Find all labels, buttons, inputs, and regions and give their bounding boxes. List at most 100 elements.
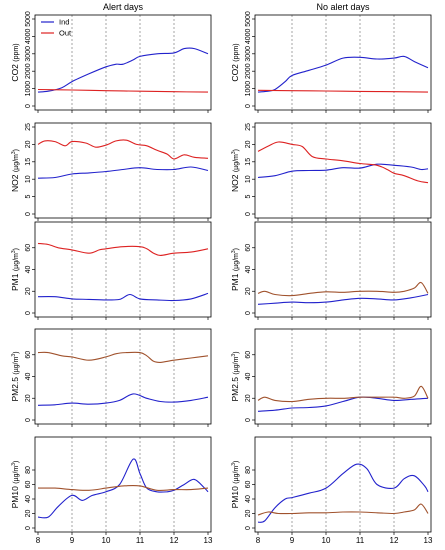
series-line-ind: [257, 163, 429, 179]
y-tick-label: 60: [25, 244, 32, 252]
panel-pm25-no-alert: 0 20 40 60 PM2.5 (µg/m3): [230, 328, 432, 427]
series-line-ind: [257, 55, 429, 93]
y-tick-label: 3000: [245, 46, 252, 62]
column-title-left: Alert days: [103, 2, 144, 12]
panel-pm10-alert: 0 20 40 60 80 8 9 10 11 12 13 PM10 (µg/m3): [10, 436, 213, 545]
x-tick-label: 10: [102, 536, 111, 545]
y-axis-label: NO2 (µg/m3): [10, 149, 20, 192]
series-line-ind: [257, 463, 429, 523]
series-line-out: [257, 281, 429, 297]
series-line-out: [257, 503, 429, 516]
x-tick-label: 9: [70, 536, 75, 545]
y-axis-label: PM2.5 (µg/m3): [230, 351, 240, 401]
y-tick-label: 0: [25, 418, 32, 422]
x-tick-label: 12: [170, 536, 179, 545]
series-line-out: [257, 89, 429, 93]
series-line-out: [257, 141, 429, 184]
x-tick-label: 8: [256, 536, 261, 545]
y-tick-label: 20: [25, 140, 32, 148]
series-line-out: [257, 385, 429, 403]
y-tick-label: 20: [245, 287, 252, 295]
series-line-out: [37, 242, 209, 256]
y-axis-label: CO2 (ppm): [230, 43, 240, 81]
y-tick-label: 0: [245, 526, 252, 530]
panel-pm25-alert: 0 20 40 60 PM2.5 (µg/m3): [10, 328, 212, 427]
y-tick-label: 5: [25, 195, 32, 199]
y-tick-label: 40: [245, 373, 252, 381]
y-tick-label: 10: [245, 175, 252, 183]
y-tick-label: 0: [25, 311, 32, 315]
y-tick-label: 25: [245, 123, 252, 131]
plot-frame: [254, 436, 432, 533]
y-tick-label: 20: [25, 510, 32, 518]
y-tick-label: 20: [245, 510, 252, 518]
series-line-ind: [37, 458, 209, 519]
y-axis-label: PM1 (µg/m3): [10, 248, 20, 291]
y-tick-label: 20: [245, 140, 252, 148]
y-tick-label: 20: [245, 394, 252, 402]
series-line-ind: [37, 166, 209, 179]
series-line-out: [37, 88, 209, 93]
plot-frame: [34, 221, 212, 318]
y-tick-label: 20: [25, 394, 32, 402]
plot-frame: [34, 122, 212, 219]
y-tick-label: 1000: [25, 81, 32, 97]
y-tick-label: 5000: [245, 11, 252, 27]
y-tick-label: 0: [25, 104, 32, 108]
y-tick-label: 4000: [25, 29, 32, 45]
x-tick-label: 10: [322, 536, 331, 545]
y-tick-label: 2000: [25, 63, 32, 79]
y-tick-label: 40: [245, 495, 252, 503]
plot-frame: [254, 14, 432, 111]
panel-pm1-no-alert: 0 20 40 60 PM1 (µg/m3): [230, 221, 432, 320]
legend-label-ind: Ind: [59, 18, 69, 27]
y-axis-label: PM2.5 (µg/m3): [10, 351, 20, 401]
series-line-ind: [37, 393, 209, 406]
y-tick-label: 5000: [25, 11, 32, 27]
panel-no2-no-alert: 0 5 10 15 20 25 NO2 (µg/m3): [230, 122, 432, 221]
y-axis-label: NO2 (µg/m3): [230, 149, 240, 192]
plot-frame: [34, 14, 212, 111]
y-tick-label: 80: [25, 466, 32, 474]
y-tick-label: 3000: [25, 46, 32, 62]
y-tick-label: 60: [245, 481, 252, 489]
plot-frame: [34, 328, 212, 425]
series-line-out: [37, 484, 209, 492]
x-tick-label: 11: [356, 536, 365, 545]
y-tick-label: 60: [25, 351, 32, 359]
x-tick-label: 9: [290, 536, 295, 545]
y-tick-label: 1000: [245, 81, 252, 97]
y-tick-label: 15: [25, 158, 32, 166]
legend-label-out: Out: [59, 29, 72, 38]
x-tick-label: 13: [204, 536, 213, 545]
series-line-ind: [257, 396, 429, 412]
series-line-ind: [37, 292, 209, 302]
x-tick-label: 8: [36, 536, 41, 545]
y-tick-label: 0: [245, 418, 252, 422]
panel-pm1-alert: 0 20 40 60 PM1 (µg/m3): [10, 221, 212, 320]
y-tick-label: 80: [245, 466, 252, 474]
y-tick-label: 40: [25, 266, 32, 274]
y-tick-label: 60: [245, 244, 252, 252]
y-tick-label: 25: [25, 123, 32, 131]
y-tick-label: 40: [245, 266, 252, 274]
y-tick-label: 15: [245, 158, 252, 166]
y-axis-label: PM1 (µg/m3): [230, 248, 240, 291]
column-title-right: No alert days: [316, 2, 370, 12]
y-tick-label: 40: [25, 495, 32, 503]
y-tick-label: 60: [25, 481, 32, 489]
legend: Ind Out: [41, 18, 72, 38]
x-tick-label: 12: [390, 536, 399, 545]
y-tick-label: 0: [245, 311, 252, 315]
y-tick-label: 20: [25, 287, 32, 295]
y-axis-label: PM10 (µg/m3): [230, 461, 240, 509]
y-tick-label: 0: [25, 526, 32, 530]
panel-no2-alert: 0 5 10 15 20 25 NO2 (µg/m3): [10, 122, 212, 221]
y-tick-label: 0: [245, 104, 252, 108]
y-tick-label: 0: [25, 212, 32, 216]
y-axis-label: PM10 (µg/m3): [10, 461, 20, 509]
series-line-out: [37, 351, 209, 363]
